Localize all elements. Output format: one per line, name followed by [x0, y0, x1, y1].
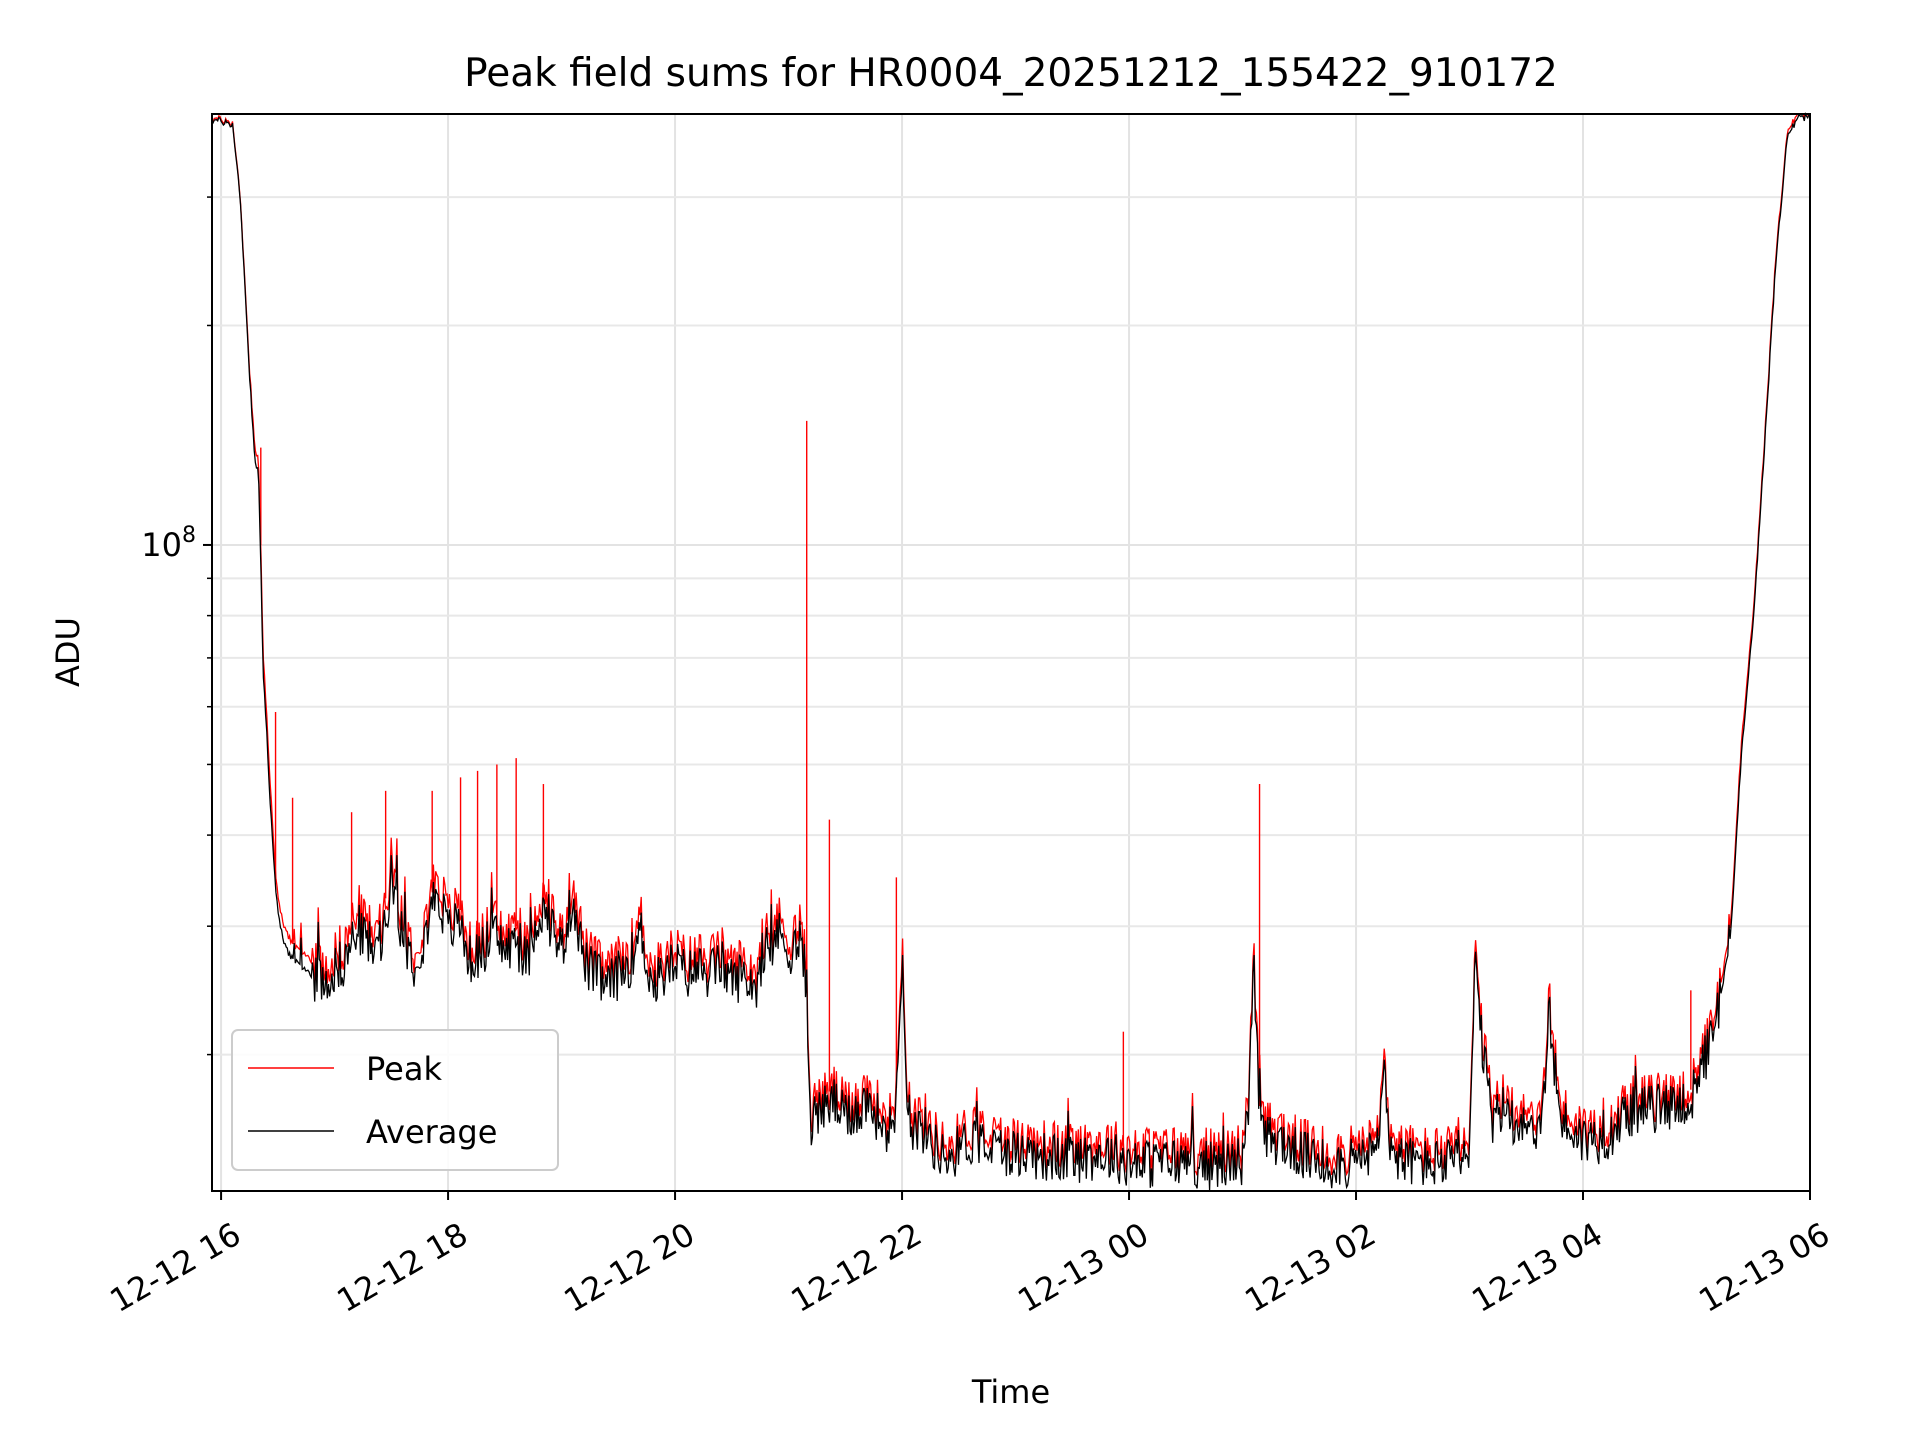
legend-box: [231, 1029, 559, 1171]
series-average-line: [211, 111, 1811, 1191]
x-axis-title: Time: [971, 1373, 1050, 1411]
legend-average-label: Average: [366, 1113, 497, 1151]
legend-peak-label: Peak: [366, 1050, 442, 1088]
grid-layer: [212, 114, 1811, 1191]
y-axis-title: ADU: [49, 617, 87, 687]
series-layer: [211, 111, 1811, 1191]
y-tick-label-exponent: 8: [182, 523, 196, 548]
legend: Peak Average: [231, 1029, 559, 1171]
plot-frame: [211, 113, 1811, 1192]
chart-title: Peak field sums for HR0004_20251212_1554…: [464, 51, 1558, 96]
